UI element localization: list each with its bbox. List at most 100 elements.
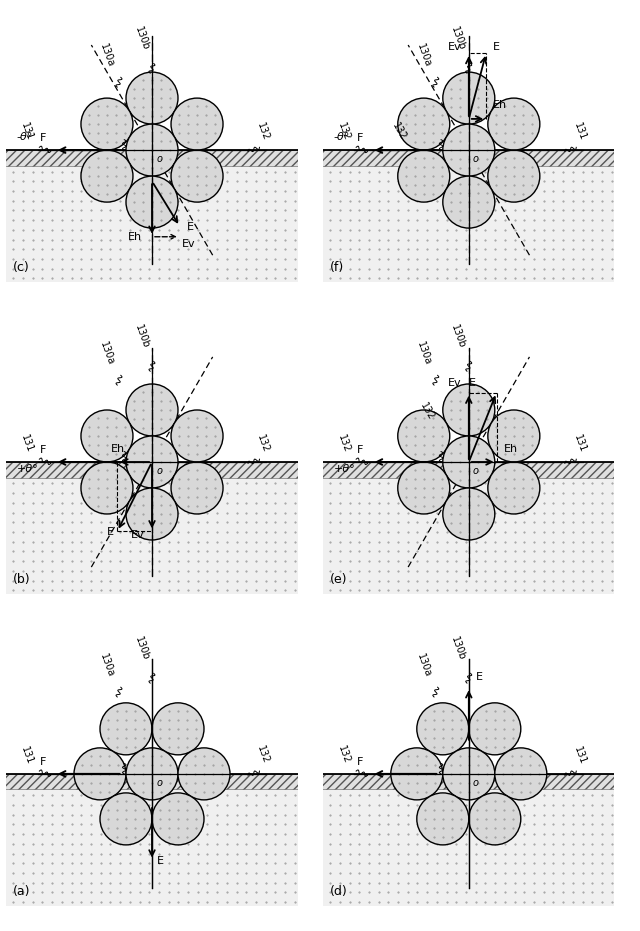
Circle shape (468, 703, 521, 755)
Text: 130a: 130a (415, 341, 433, 367)
Circle shape (178, 748, 230, 800)
Text: 132: 132 (419, 401, 436, 423)
Circle shape (443, 124, 495, 176)
Text: (e): (e) (330, 573, 348, 587)
Circle shape (488, 462, 540, 514)
Text: +θ°: +θ° (17, 465, 38, 475)
Text: 132: 132 (336, 745, 352, 765)
Text: -θ°: -θ° (333, 131, 350, 142)
Circle shape (488, 98, 540, 150)
Circle shape (468, 793, 521, 845)
Circle shape (126, 748, 178, 800)
Circle shape (398, 410, 450, 462)
Text: Ev: Ev (448, 42, 461, 51)
Circle shape (495, 748, 547, 800)
Polygon shape (296, 774, 640, 789)
Text: o: o (473, 155, 479, 164)
Circle shape (398, 98, 450, 150)
Text: 130b: 130b (132, 323, 150, 349)
Polygon shape (296, 150, 640, 323)
Text: 132: 132 (336, 121, 352, 142)
Circle shape (126, 436, 178, 488)
Text: 130b: 130b (449, 635, 467, 661)
Text: 132: 132 (255, 745, 271, 765)
Text: (d): (d) (330, 885, 348, 898)
Text: E: E (107, 527, 114, 537)
Text: o: o (473, 466, 479, 476)
Text: (a): (a) (13, 885, 31, 898)
Circle shape (152, 793, 204, 845)
Text: 130a: 130a (98, 43, 116, 69)
Circle shape (171, 410, 223, 462)
Circle shape (126, 72, 178, 124)
Circle shape (443, 384, 495, 436)
Text: E: E (493, 42, 500, 51)
Text: F: F (356, 133, 363, 143)
Polygon shape (0, 462, 325, 478)
Text: 130a: 130a (98, 341, 116, 367)
Text: 132: 132 (390, 121, 408, 142)
Text: F: F (40, 133, 46, 143)
Polygon shape (0, 150, 325, 166)
Circle shape (81, 410, 133, 462)
Circle shape (391, 748, 443, 800)
Text: 132: 132 (255, 433, 271, 453)
Text: 131: 131 (19, 121, 35, 142)
Polygon shape (296, 462, 640, 478)
Circle shape (126, 384, 178, 436)
Text: 130b: 130b (132, 25, 150, 51)
Text: 131: 131 (572, 433, 588, 453)
Circle shape (171, 98, 223, 150)
Text: 132: 132 (336, 433, 352, 453)
Text: 130b: 130b (449, 323, 467, 349)
Circle shape (81, 462, 133, 514)
Text: 130a: 130a (415, 43, 433, 69)
Text: E: E (187, 222, 194, 232)
Circle shape (74, 748, 126, 800)
Text: o: o (156, 466, 162, 476)
Text: F: F (356, 757, 363, 767)
Circle shape (100, 793, 152, 845)
Circle shape (126, 488, 178, 540)
Circle shape (443, 436, 495, 488)
Text: 130a: 130a (98, 653, 116, 679)
Text: 130a: 130a (415, 653, 433, 679)
Text: -θ°: -θ° (17, 131, 33, 142)
Circle shape (443, 72, 495, 124)
Polygon shape (296, 462, 640, 635)
Text: E: E (157, 856, 164, 866)
Polygon shape (0, 774, 325, 789)
Circle shape (100, 703, 152, 755)
Text: 131: 131 (572, 745, 588, 765)
Text: Eh: Eh (111, 443, 125, 453)
Text: 130b: 130b (449, 25, 467, 51)
Circle shape (398, 462, 450, 514)
Text: o: o (473, 778, 479, 788)
Text: Ev: Ev (448, 378, 461, 387)
Text: (c): (c) (13, 262, 30, 275)
Circle shape (488, 150, 540, 202)
Text: Ev: Ev (182, 239, 195, 250)
Text: (f): (f) (330, 262, 344, 275)
Text: Eh: Eh (504, 443, 518, 453)
Circle shape (81, 98, 133, 150)
Polygon shape (0, 150, 325, 323)
Text: F: F (40, 757, 46, 767)
Text: F: F (40, 445, 46, 455)
Circle shape (126, 176, 178, 228)
Circle shape (126, 124, 178, 176)
Text: 131: 131 (19, 745, 35, 765)
Circle shape (443, 748, 495, 800)
Text: F: F (356, 445, 363, 455)
Text: +θ°: +θ° (333, 465, 355, 475)
Circle shape (171, 150, 223, 202)
Circle shape (443, 488, 495, 540)
Text: Ev: Ev (131, 531, 145, 540)
Circle shape (398, 150, 450, 202)
Text: o: o (156, 778, 162, 788)
Text: Eh: Eh (493, 101, 507, 111)
Text: 131: 131 (19, 433, 35, 453)
Text: E: E (468, 378, 476, 387)
Text: 130b: 130b (132, 635, 150, 661)
Circle shape (417, 793, 468, 845)
